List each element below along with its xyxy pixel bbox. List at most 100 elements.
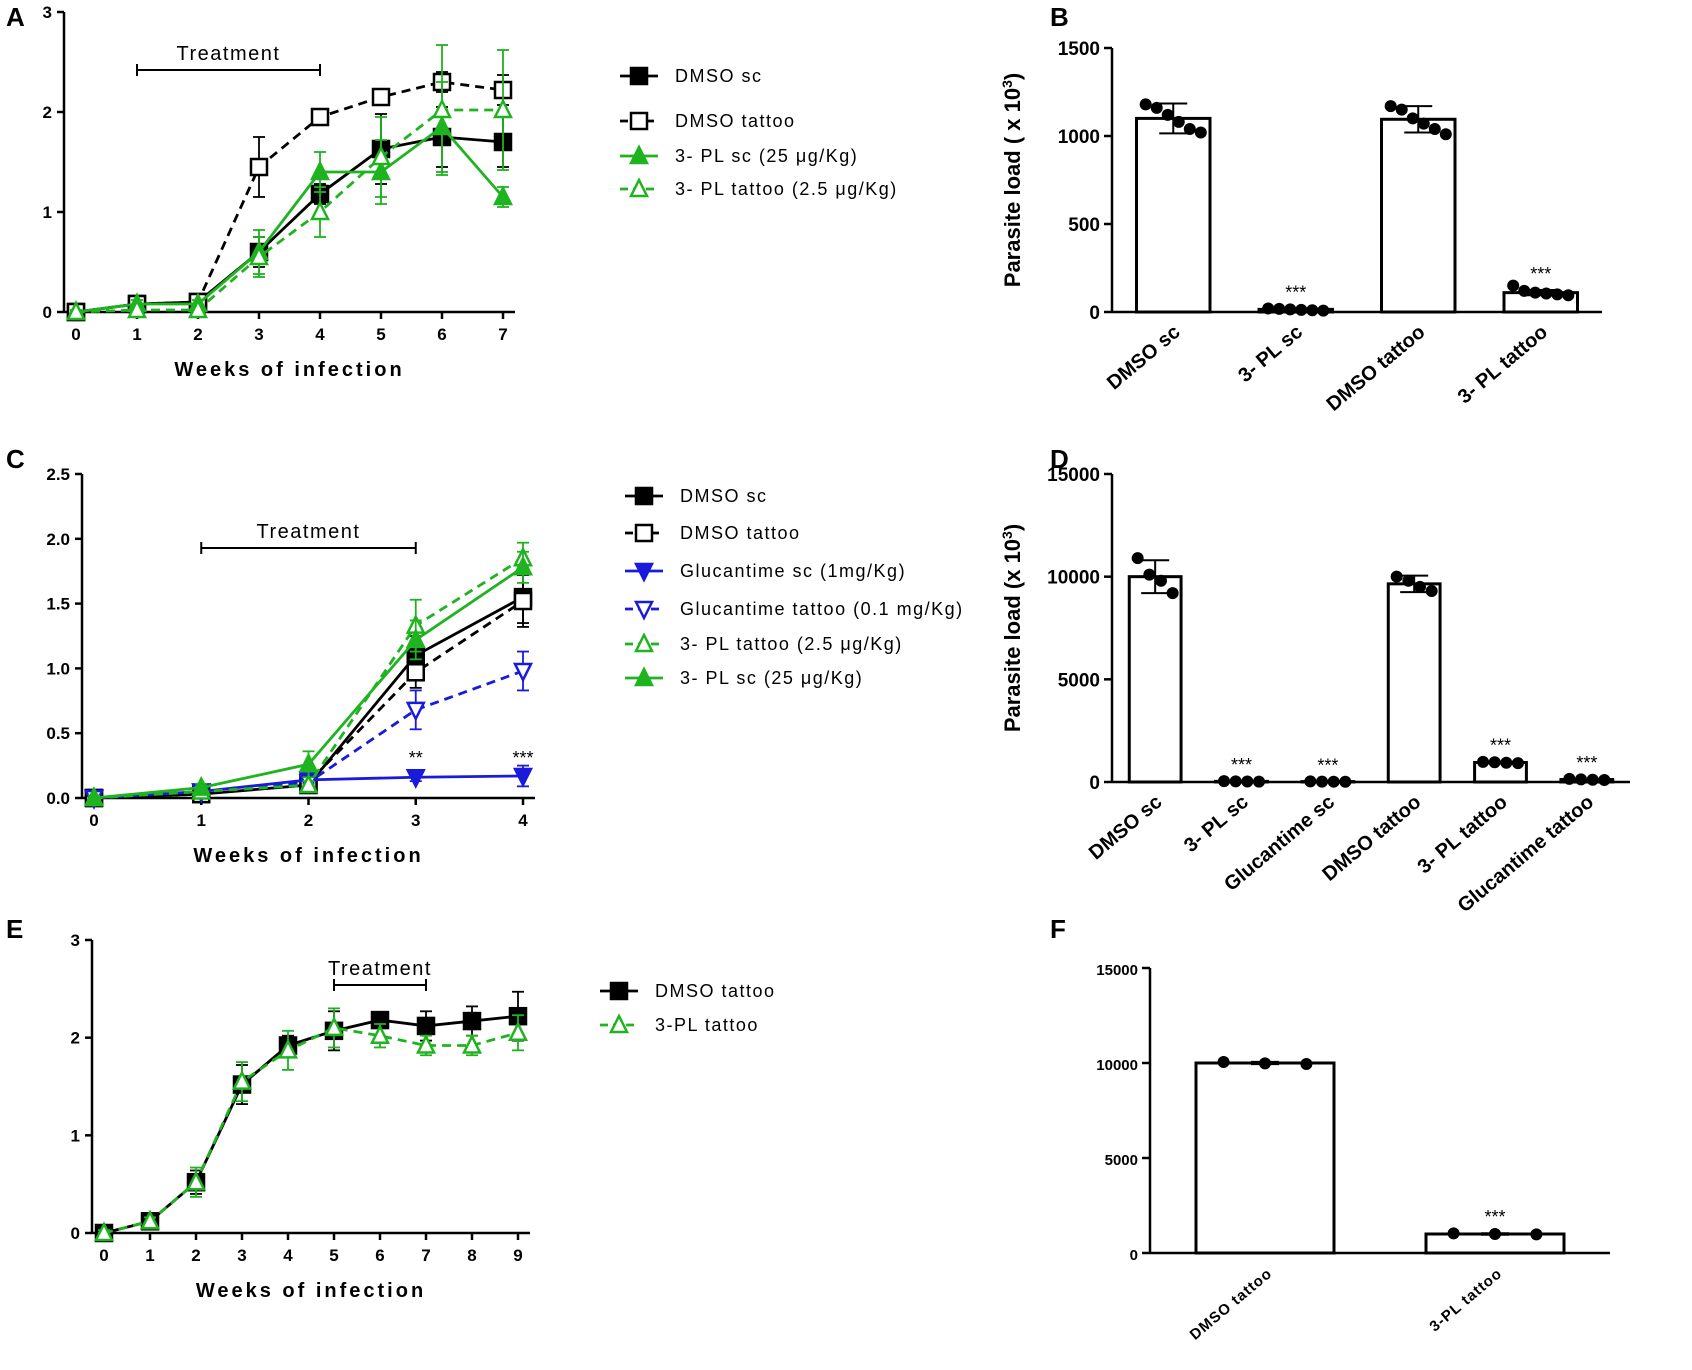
y-tick-label: 500 bbox=[1068, 215, 1100, 236]
data-point bbox=[1295, 303, 1308, 316]
bar-group bbox=[1127, 552, 1183, 784]
category-label: DMSO tattoo bbox=[1323, 321, 1430, 416]
data-point bbox=[65, 300, 87, 321]
data-point bbox=[461, 1033, 483, 1054]
data-point bbox=[512, 555, 534, 576]
legend-marker bbox=[634, 486, 654, 506]
legend-label: DMSO tattoo bbox=[680, 523, 801, 543]
x-tick-label: 2 bbox=[191, 1246, 200, 1265]
legend-marker bbox=[609, 981, 629, 1001]
data-point bbox=[416, 1016, 436, 1036]
data-point bbox=[1428, 122, 1441, 135]
data-point bbox=[1598, 773, 1611, 786]
data-point bbox=[249, 157, 269, 177]
data-point bbox=[1586, 773, 1599, 786]
y-tick-label: 0 bbox=[43, 303, 52, 322]
data-point bbox=[83, 786, 105, 807]
series-line bbox=[103, 1026, 519, 1235]
data-point bbox=[415, 1033, 437, 1054]
legend-label: Glucantime sc (1mg/Kg) bbox=[680, 561, 906, 581]
y-axis-label: Parasite load ( x 103) bbox=[999, 73, 1025, 287]
data-point bbox=[1507, 279, 1520, 292]
significance-label: ** bbox=[409, 748, 423, 768]
data-point bbox=[405, 628, 426, 649]
x-tick-label: 1 bbox=[132, 325, 141, 344]
panel-b: B 0 500 1000 1500 Parasite load ( x 103) DMSO … bbox=[999, 2, 1602, 416]
bar-group bbox=[1194, 1056, 1336, 1255]
legend-marker bbox=[629, 66, 649, 86]
data-point bbox=[1489, 1228, 1501, 1240]
data-point bbox=[371, 87, 391, 107]
data-point bbox=[1316, 775, 1329, 788]
y-tick-label: 10000 bbox=[1047, 568, 1100, 589]
legend-label: DMSO tattoo bbox=[675, 111, 796, 131]
data-point bbox=[1327, 775, 1340, 788]
panel-letter: C bbox=[6, 444, 25, 474]
x-tick-label: 6 bbox=[437, 325, 446, 344]
data-point bbox=[1406, 112, 1419, 125]
legend-marker bbox=[633, 632, 655, 653]
legend-label: DMSO sc bbox=[680, 486, 768, 506]
data-point bbox=[1150, 101, 1163, 114]
x-tick-label: 9 bbox=[513, 1246, 522, 1265]
data-point bbox=[1563, 772, 1576, 785]
data-point bbox=[1390, 570, 1403, 583]
data-point bbox=[248, 245, 270, 266]
data-point bbox=[405, 701, 426, 722]
y-tick-label: 2 bbox=[71, 1029, 80, 1048]
data-point bbox=[1304, 775, 1317, 788]
data-point bbox=[492, 98, 514, 119]
x-tick-label: 6 bbox=[375, 1246, 384, 1265]
category-label: DMSO sc bbox=[1085, 791, 1166, 864]
y-tick-label: 10000 bbox=[1096, 1057, 1138, 1074]
panel-letter: A bbox=[6, 2, 25, 32]
data-point bbox=[1413, 580, 1426, 593]
data-point bbox=[323, 1016, 345, 1037]
y-tick-label: 0 bbox=[1089, 773, 1100, 794]
data-point bbox=[1172, 115, 1185, 128]
data-point bbox=[1518, 284, 1531, 297]
bar bbox=[1386, 582, 1442, 784]
significance-label: *** bbox=[1490, 736, 1511, 756]
legend-label: 3- PL sc (25 μg/Kg) bbox=[675, 146, 858, 166]
data-point bbox=[1384, 100, 1397, 113]
data-point bbox=[1143, 568, 1156, 581]
data-point bbox=[309, 200, 331, 221]
category-label: DMSO tattoo bbox=[1187, 1265, 1276, 1343]
data-point bbox=[139, 1209, 161, 1230]
data-point bbox=[1262, 302, 1275, 315]
legend-label: Glucantime tattoo (0.1 mg/Kg) bbox=[680, 599, 964, 619]
data-point bbox=[1477, 755, 1490, 768]
significance-label: *** bbox=[1576, 753, 1597, 773]
data-point bbox=[191, 775, 212, 796]
significance-label: *** bbox=[1231, 755, 1252, 775]
bar-group: *** bbox=[1424, 1207, 1566, 1255]
category-label: 3- PL sc bbox=[1180, 791, 1253, 857]
bar bbox=[1194, 1061, 1336, 1255]
series-1 bbox=[93, 1007, 529, 1242]
legend-label: 3- PL sc (25 μg/Kg) bbox=[680, 668, 863, 688]
data-point bbox=[1273, 302, 1286, 315]
bar-group bbox=[1386, 570, 1442, 784]
y-tick-label: 5000 bbox=[1058, 670, 1100, 691]
data-point bbox=[1530, 1228, 1543, 1241]
y-tick-label: 5000 bbox=[1105, 1152, 1138, 1169]
series-3 bbox=[65, 44, 514, 321]
significance-label: *** bbox=[1317, 755, 1338, 775]
bar-group bbox=[1380, 100, 1457, 314]
x-tick-label: 3 bbox=[237, 1246, 246, 1265]
data-point bbox=[1575, 773, 1588, 786]
series-0 bbox=[94, 990, 528, 1243]
x-tick-label: 7 bbox=[421, 1246, 430, 1265]
bar-group: *** bbox=[1473, 736, 1528, 784]
legend-marker bbox=[628, 177, 650, 198]
data-point bbox=[298, 773, 319, 794]
legend-marker bbox=[633, 666, 655, 687]
x-tick-label: 2 bbox=[304, 811, 313, 830]
y-tick-label: 0.0 bbox=[46, 789, 70, 808]
data-point bbox=[1402, 574, 1415, 587]
x-tick-label: 7 bbox=[498, 325, 507, 344]
data-point bbox=[1439, 128, 1452, 141]
x-axis-label: Weeks of infection bbox=[174, 359, 404, 381]
